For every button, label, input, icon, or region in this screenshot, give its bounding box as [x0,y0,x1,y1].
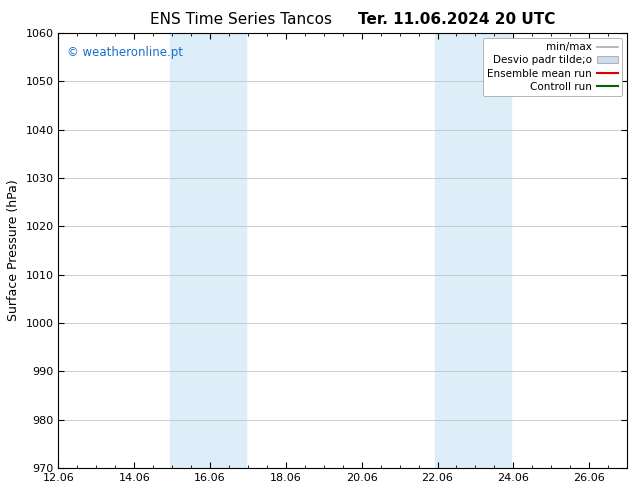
Text: © weatheronline.pt: © weatheronline.pt [67,46,183,59]
Text: Ter. 11.06.2024 20 UTC: Ter. 11.06.2024 20 UTC [358,12,555,27]
Y-axis label: Surface Pressure (hPa): Surface Pressure (hPa) [7,180,20,321]
Bar [170,33,246,468]
Bar [436,33,511,468]
Legend: min/max, Desvio padr tilde;o, Ensemble mean run, Controll run: min/max, Desvio padr tilde;o, Ensemble m… [482,38,622,96]
Text: ENS Time Series Tancos: ENS Time Series Tancos [150,12,332,27]
